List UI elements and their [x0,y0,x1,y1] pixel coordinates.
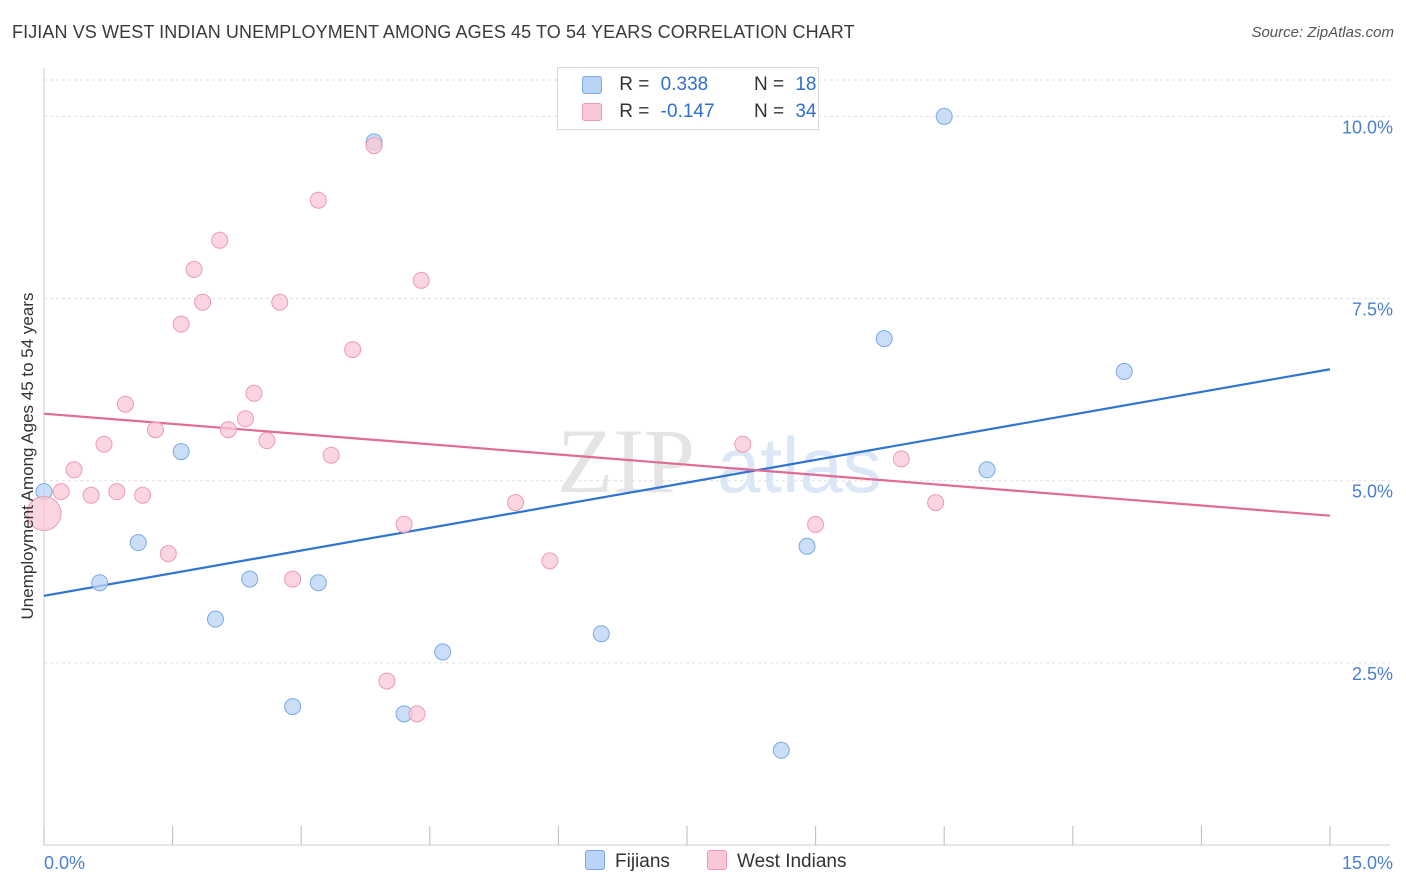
west-indians-trend-line [43,412,1331,517]
west-indians-point [271,293,289,311]
west-indians-point [134,486,152,504]
west-indians-point [395,515,413,533]
west-indians-point [378,672,396,690]
bottom-legend-west-indians: West Indians [707,850,846,873]
west-indians-point [284,570,302,588]
fijians-point [91,574,109,592]
west-indians-point [82,486,100,504]
west-indians-point [734,435,752,453]
fijians-swatch [585,850,605,870]
chart-title: FIJIAN VS WEST INDIAN UNEMPLOYMENT AMONG… [12,22,855,42]
west-indians-point [146,421,164,439]
fijians-point [129,534,147,552]
west-indians-point [211,231,229,249]
tick-label-layer: 2.5% 5.0% 7.5% 10.0% 0.0% 15.0% [44,117,1393,873]
fijians-point [772,741,790,759]
r-value: -0.147 [660,101,715,122]
west-indians-point [892,450,910,468]
source-label: Source: ZipAtlas.com [1251,24,1394,41]
point-layer [26,107,1133,759]
trend-layer [43,368,1331,597]
west-indians-point [194,293,212,311]
legend-row-fijians: R = 0.338 N = 18 [582,74,816,100]
fijians-trend-line [43,368,1331,597]
fijians-point [172,443,190,461]
fijians-point [284,698,302,716]
west-indians-point [172,315,190,333]
fijians-swatch [582,75,602,94]
west-indians-point [258,432,276,450]
n-value: 18 [795,74,817,95]
west-indians-point [26,496,62,531]
west-indians-point [185,260,203,278]
west-indians-swatch [707,850,727,870]
fijians-point [935,107,953,125]
west-indians-point [807,515,825,533]
west-indians-point [365,137,383,155]
west-indians-point [219,421,237,439]
n-value: 34 [795,101,817,122]
west-indians-swatch [582,102,602,121]
watermark-atlas: atlas [717,421,882,509]
x-tick-label: 0.0% [44,853,85,873]
y-tick-label: 2.5% [1352,664,1393,684]
west-indians-point [245,384,263,402]
fijians-point [434,643,452,661]
west-indians-point [95,435,113,453]
fijians-point [309,574,327,592]
fijians-point [206,610,224,628]
y-axis-label: Unemployment Among Ages 45 to 54 years [18,292,37,620]
west-indians-point [507,494,525,512]
fijians-point [241,570,259,588]
west-indians-point [541,552,559,570]
watermark-zip: ZIP [557,410,695,512]
west-indians-point [52,483,70,501]
n-label: N = [753,74,785,95]
west-indians-point [65,461,83,479]
r-value: 0.338 [660,74,709,95]
x-tick-label: 15.0% [1342,853,1393,873]
west-indians-point [236,410,254,428]
fijians-label: Fijians [615,851,670,872]
fijians-point [1115,362,1133,380]
west-indians-point [108,483,126,501]
y-tick-label: 7.5% [1352,300,1393,320]
west-indians-point [344,341,362,359]
west-indians-point [927,494,945,512]
axis-layer [43,68,1390,846]
watermark: ZIP atlas [557,410,882,512]
fijians-point [875,330,893,348]
r-label: R = [619,101,650,122]
bottom-legend-fijians: Fijians [585,850,670,873]
west-indians-point [309,191,327,209]
west-indians-point [322,446,340,464]
y-tick-label: 5.0% [1352,482,1393,502]
fijians-point [978,461,996,479]
r-label: R = [619,74,650,95]
west-indians-label: West Indians [737,851,847,872]
west-indians-point [408,705,426,723]
n-label: N = [753,101,785,122]
fijians-point [592,625,610,643]
west-indians-point [116,395,134,413]
y-tick-label: 10.0% [1342,117,1393,137]
legend-row-west-indians: R = -0.147 N = 34 [582,101,816,127]
west-indians-point [412,271,430,289]
fijians-point [798,537,816,555]
west-indians-point [159,545,177,563]
stats-legend: R = 0.338 N = 18 R = -0.147 N = 34 [557,67,819,130]
